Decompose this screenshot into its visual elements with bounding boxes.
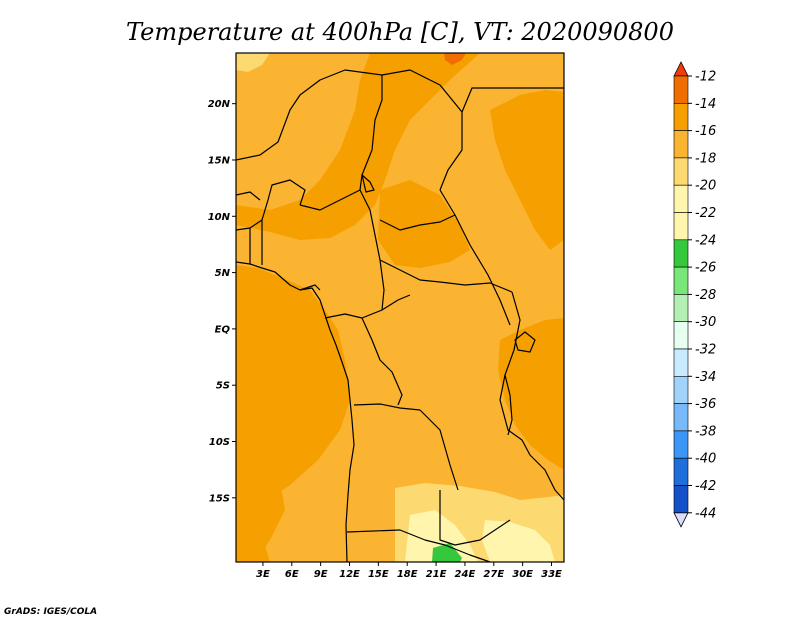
lat-tick-label: 5N [215,268,231,279]
country-borders [236,69,564,562]
lon-tick-label: 27E [483,569,504,580]
colorbar-bin [673,184,689,213]
field-warm-spot [444,53,466,65]
colorbar-bin [673,130,689,159]
lat-tick-label: 20N [208,99,231,110]
colorbar-label: -38 [695,424,716,439]
lon-tick-label: 15E [368,569,389,580]
colorbar-label: -44 [695,506,716,521]
border-chad-sudan [461,87,564,113]
border-car-drc [379,259,513,293]
lake-chad [361,174,375,193]
lake-victoria [514,331,536,353]
map-panel: 20N 15N 10N 5N EQ 5S 10S 15S 3E 6E 9E 12E 15E 18E 21E… [208,52,565,580]
colorbar-bin [673,294,689,322]
colorbar-bin [673,266,689,295]
lon-tick-label: 12E [339,569,360,580]
border-nigeria-cameroon [299,189,385,311]
colorbar: -12 -14 -16 -18 -20 -22 -24 -26 -28 -30 -32 -34 -36 -… [673,61,716,528]
colorbar-bin [673,485,689,514]
colorbar-label: -28 [695,288,716,303]
border-angola-zambia [439,490,511,546]
longitude-ticks: 3E 6E 9E 12E 15E 18E 21E 24E 27E 30E 33E [256,562,562,580]
credit-label: GrADS: IGES/COLA [4,607,97,617]
coastline-gulf [299,284,321,291]
lat-tick-label: 5S [216,381,230,392]
lon-tick-label: 18E [397,569,418,580]
colorbar-bin [673,157,689,186]
colorbar-label: -18 [695,151,716,166]
colorbar-bin [673,103,689,131]
colorbar-label: -36 [695,397,716,412]
map-frame [235,52,565,563]
border-south [346,529,491,562]
border-cameroon-south [324,294,411,319]
field-south-coolest [405,510,478,562]
temperature-field [236,53,564,562]
colorbar-label: -40 [695,452,716,467]
border-chad-car [379,214,456,231]
lon-tick-label: 30E [512,569,533,580]
field-east-warm [498,318,564,470]
field-northeast-warm [490,90,564,250]
colorbar-bin [673,457,689,486]
colorbar-label: -30 [695,315,716,330]
colorbar-label: -34 [695,370,716,385]
lon-tick-label: 9E [314,569,328,580]
field-southwest-warm [236,465,285,562]
border-west-africa [236,179,306,231]
colorbar-label: -32 [695,343,716,358]
lon-tick-label: 33E [541,569,562,580]
lat-tick-label: EQ [215,324,231,335]
border-zambia-east [521,439,564,501]
border-congo-drc [361,317,403,406]
colorbar-high-cap [673,61,689,77]
field-cold-patch [432,543,462,562]
lon-tick-label: 21E [426,569,447,580]
lat-tick-label: 15S [209,493,230,504]
colorbar-label: -22 [695,206,716,221]
lat-tick-label: 10N [208,212,231,223]
lake-tanganyika [504,374,513,436]
colorbar-label: -20 [695,179,716,194]
lon-tick-label: 3E [256,569,270,580]
colorbar-label: -42 [695,479,716,494]
colorbar-bin [673,348,689,377]
field-northwest-cool [236,53,270,72]
map-title: Temperature at 400hPa [C], VT: 202009080… [126,18,674,46]
colorbar-low-cap [673,512,689,528]
field-southeast-coolest [482,520,555,562]
border-sudan-south [439,189,511,326]
lon-tick-label: 24E [455,569,476,580]
colorbar-label: -12 [695,70,716,85]
colorbar-bin [673,321,689,350]
colorbar-label: -16 [695,124,716,139]
field-north-warm [236,53,480,240]
colorbar-bin [673,212,689,241]
lat-tick-label: 10S [209,437,230,448]
colorbar-bin [673,430,689,459]
border-burkina [236,191,261,201]
colorbar-bin [673,375,689,404]
colorbar-bin [673,239,689,268]
lon-tick-label: 6E [285,569,299,580]
latitude-ticks: 20N 15N 10N 5N EQ 5S 10S 15S [208,99,236,504]
colorbar-bin [673,75,689,104]
colorbar-label: -24 [695,233,716,248]
coastline-west [236,261,355,562]
colorbar-bin [673,403,689,432]
lat-tick-label: 15N [208,155,231,166]
colorbar-label: -26 [695,261,716,276]
colorbar-label: -14 [695,97,716,112]
border-drc-angola [353,403,459,491]
border-mali-niger [236,69,383,191]
